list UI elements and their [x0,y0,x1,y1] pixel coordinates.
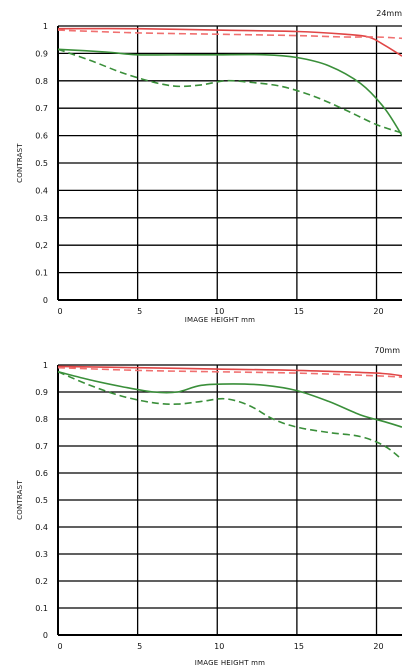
y-tick-label: 0.4 [35,523,48,532]
x-tick-label: 10 [214,642,224,651]
focal-length-label: 70mm [374,346,400,355]
x-axis-title: IMAGE HEIGHT mm [185,316,255,324]
chart-1: 00.10,20.30.40.50.60.70.80.910 5 10 15 20IMA… [16,9,402,324]
y-tick-label: 0.2 [35,577,48,586]
y-tick-label: 0 [43,296,48,305]
y-tick-label: 0.9 [35,388,48,397]
x-tick-label: 5 [137,642,142,651]
x-tick-label: 15 [294,642,304,651]
y-tick-label: 1 [43,361,48,370]
y-tick-label: 1 [43,22,48,31]
y-tick-label: 0.8 [35,77,48,86]
y-tick-label: 0.6 [35,132,48,141]
y-tick-label: 0.1 [35,604,48,613]
x-tick-label: 20 [373,642,383,651]
series-line-4 [58,371,402,461]
y-tick-label: 0,2 [35,241,48,250]
focal-length-label: 24mm [376,9,402,18]
series-line-1 [58,27,402,57]
y-tick-label: 0.9 [35,49,48,58]
y-tick-label: 0 [43,631,48,640]
y-tick-label: 0.7 [35,104,48,113]
series-line-3 [58,371,402,428]
y-axis-title: CONTRAST [16,143,24,183]
y-tick-label: 0.6 [35,469,48,478]
series-line-2 [58,29,402,40]
series-line-1 [58,365,402,377]
y-tick-label: 0.1 [35,269,48,278]
chart-2: 00.10.20.30.40.50.60.70.80.910 5 10 15 20IMA… [16,346,402,667]
y-tick-label: 0.4 [35,186,48,195]
y-tick-label: 0.7 [35,442,48,451]
x-tick-label: 20 [373,307,383,316]
x-tick-label: 15 [294,307,304,316]
y-tick-label: 0.8 [35,415,48,424]
x-tick-label: 0 [57,307,62,316]
x-tick-label: 0 [57,642,62,651]
y-tick-label: 0.3 [35,550,48,559]
y-tick-label: 0.5 [35,496,48,505]
y-axis-title: CONTRAST [16,480,24,520]
y-tick-label: 0.5 [35,159,48,168]
y-tick-label: 0.3 [35,214,48,223]
series-line-2 [58,366,402,378]
x-tick-label: 10 [214,307,224,316]
series-line-4 [58,48,402,134]
x-axis-title: IMAGE HEIGHT mm [195,659,265,667]
series-line-3 [58,48,402,137]
x-tick-label: 5 [137,307,142,316]
